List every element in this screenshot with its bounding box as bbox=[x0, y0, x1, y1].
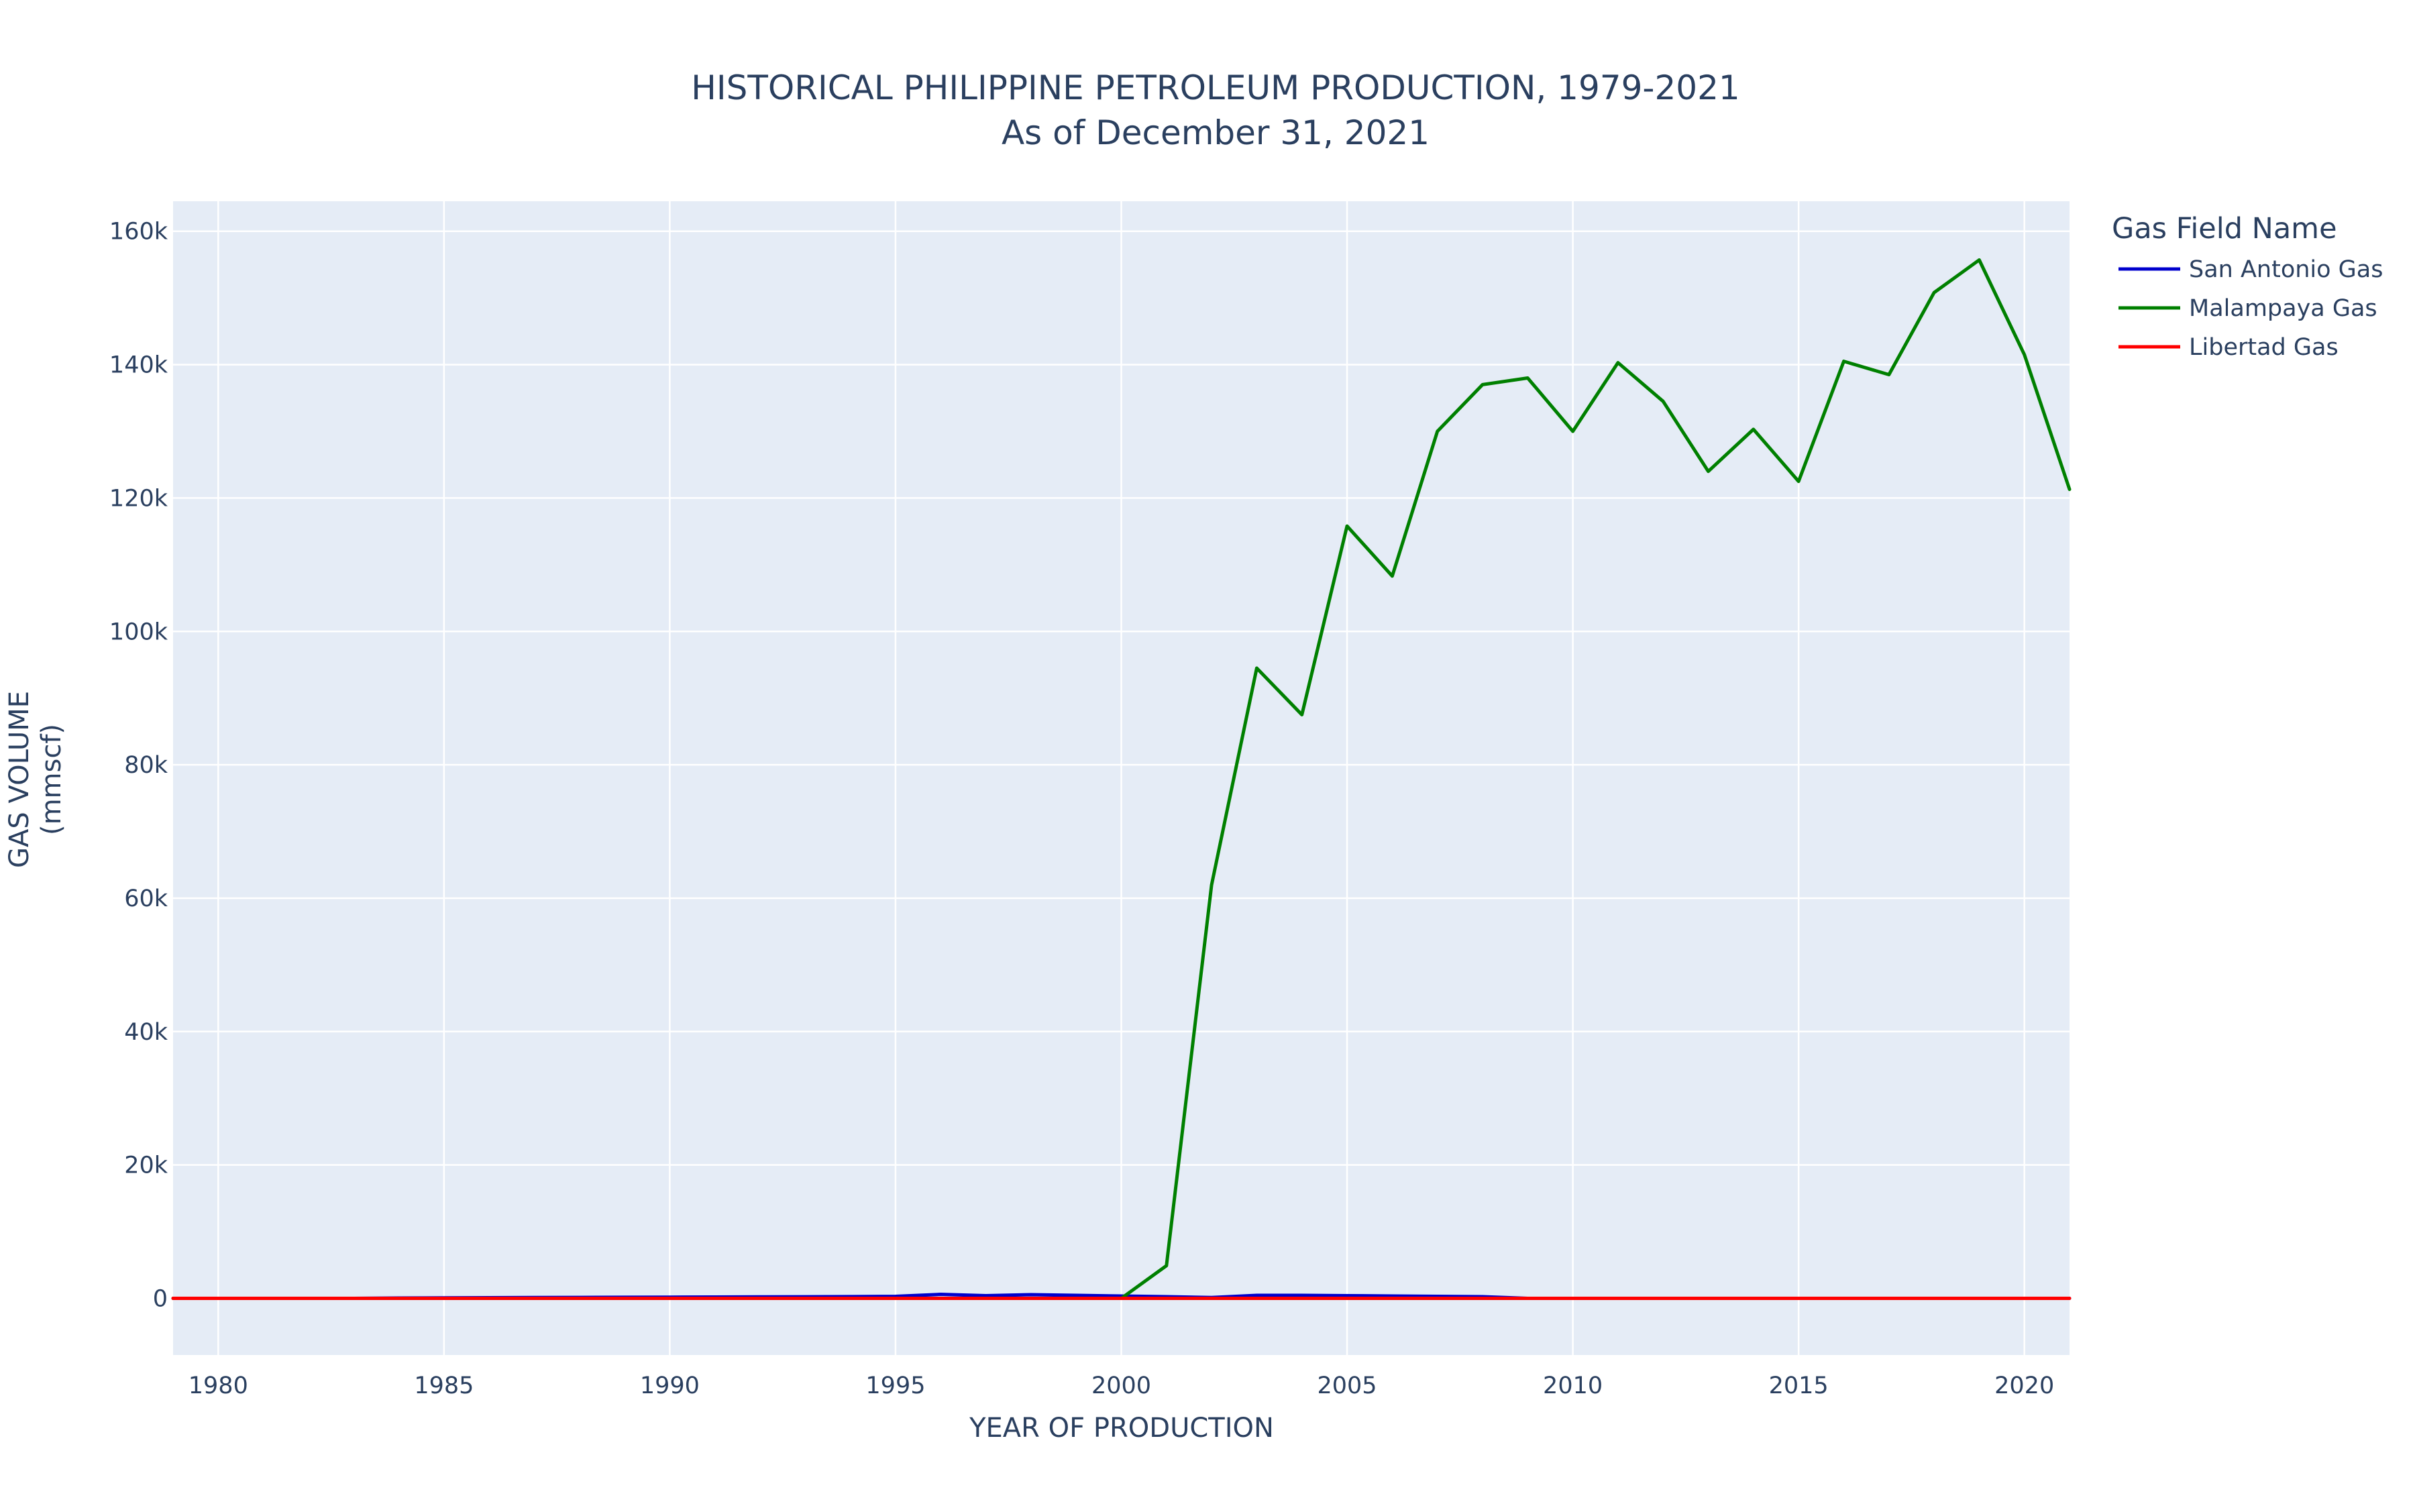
y-tick-label-120000: 120k bbox=[109, 485, 168, 512]
x-tick-label-2010: 2010 bbox=[1543, 1372, 1603, 1399]
y-tick-label-40000: 40k bbox=[124, 1019, 168, 1046]
y-tick-label-0: 0 bbox=[153, 1285, 168, 1312]
chart-subtitle: As of December 31, 2021 bbox=[1002, 113, 1430, 152]
y-tick-label-160000: 160k bbox=[109, 219, 168, 246]
y-axis-title-line2: (mmscf) bbox=[36, 724, 67, 835]
x-tick-label-1980: 1980 bbox=[189, 1372, 248, 1399]
legend-label-libertad-gas: Libertad Gas bbox=[2189, 334, 2339, 361]
y-tick-label-20000: 20k bbox=[124, 1152, 168, 1179]
y-tick-label-140000: 140k bbox=[109, 352, 168, 379]
chart-title: HISTORICAL PHILIPPINE PETROLEUM PRODUCTI… bbox=[691, 68, 1739, 107]
x-tick-label-2020: 2020 bbox=[1994, 1372, 2054, 1399]
legend-label-malampaya-gas: Malampaya Gas bbox=[2189, 295, 2377, 322]
x-tick-label-1985: 1985 bbox=[414, 1372, 474, 1399]
y-tick-label-80000: 80k bbox=[124, 752, 168, 779]
x-axis-title: YEAR OF PRODUCTION bbox=[969, 1413, 1274, 1444]
y-tick-label-100000: 100k bbox=[109, 618, 168, 645]
y-tick-label-60000: 60k bbox=[124, 885, 168, 912]
x-tick-label-2005: 2005 bbox=[1318, 1372, 1377, 1399]
x-tick-label-2000: 2000 bbox=[1091, 1372, 1151, 1399]
x-tick-label-2015: 2015 bbox=[1769, 1372, 1829, 1399]
x-tick-label-1990: 1990 bbox=[640, 1372, 700, 1399]
x-tick-label-1995: 1995 bbox=[865, 1372, 925, 1399]
y-axis-title-line1: GAS VOLUME bbox=[4, 691, 35, 868]
legend-title: Gas Field Name bbox=[2112, 212, 2337, 246]
legend-label-san-antonio-gas: San Antonio Gas bbox=[2189, 256, 2383, 283]
